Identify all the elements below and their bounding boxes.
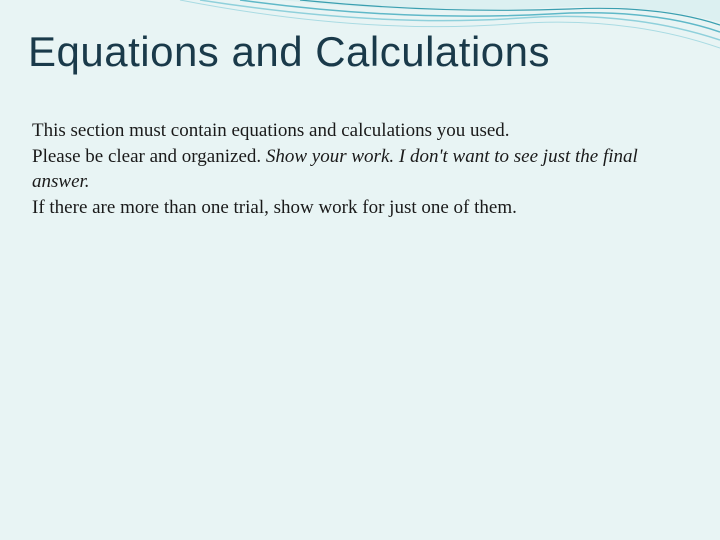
slide: Equations and Calculations This section … [0, 0, 720, 540]
slide-body: This section must contain equations and … [32, 118, 688, 221]
body-line-2: Please be clear and organized. Show your… [32, 144, 688, 195]
slide-title: Equations and Calculations [28, 28, 550, 76]
body-line-3: If there are more than one trial, show w… [32, 195, 688, 221]
body-line-1: This section must contain equations and … [32, 118, 688, 144]
body-line-2a: Please be clear and organized. [32, 146, 266, 167]
